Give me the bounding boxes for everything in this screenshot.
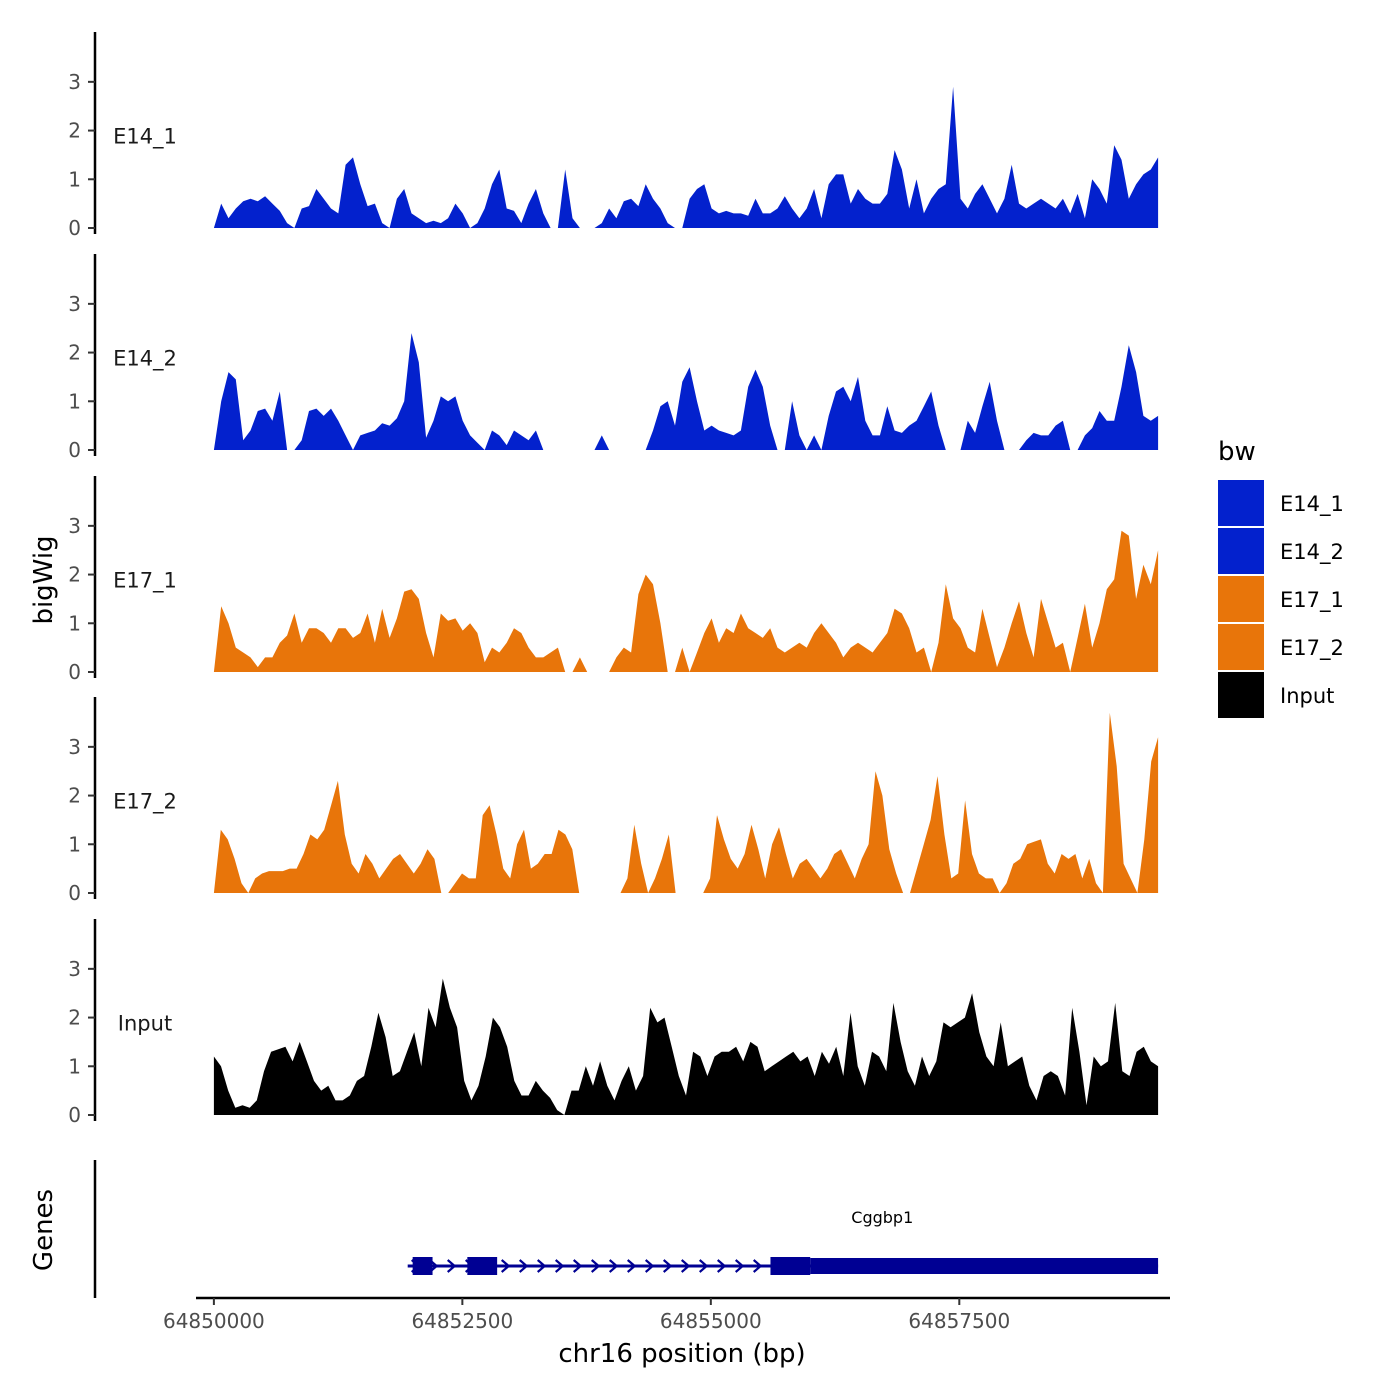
legend: bw E14_1 E14_2 E17_1 E17_2 Input xyxy=(1218,437,1344,718)
strand-chevron xyxy=(734,1259,745,1273)
track-label: E17_2 xyxy=(113,789,177,814)
y-tick-label: 1 xyxy=(68,167,81,191)
y-tick-label: 3 xyxy=(68,957,81,981)
track-label: E14_2 xyxy=(113,346,177,371)
signal-area-e14_2 xyxy=(213,333,1159,450)
strand-chevron xyxy=(680,1259,691,1273)
strand-chevron xyxy=(572,1259,583,1273)
signal-area-e17_1 xyxy=(213,530,1159,672)
signal-area-e14_1 xyxy=(213,86,1159,228)
legend-swatch xyxy=(1218,624,1264,670)
legend-swatch xyxy=(1218,576,1264,622)
strand-chevron xyxy=(518,1259,529,1273)
y-axis-title: bigWig xyxy=(29,535,59,624)
track-e17_2: 0 1 2 3 E17_2 xyxy=(68,697,1159,905)
gene-exon xyxy=(770,1257,811,1275)
track-input: 0 1 2 3 Input xyxy=(68,919,1159,1127)
track-e14_2: 0 1 2 3 E14_2 xyxy=(68,254,1159,462)
track-e14_1: 0 1 2 3 E14_1 xyxy=(68,32,1159,240)
strand-chevron xyxy=(608,1259,619,1273)
gene-exon xyxy=(467,1257,498,1275)
y-tick-label: 0 xyxy=(68,1103,81,1127)
y-tick-label: 0 xyxy=(68,216,81,240)
track-e17_1: 0 1 2 3 E17_1 xyxy=(68,476,1159,684)
x-tick-label: 64855000 xyxy=(660,1309,762,1333)
y-tick-label: 1 xyxy=(68,832,81,856)
legend-label: Input xyxy=(1280,684,1334,708)
gene-name-label: Cggbp1 xyxy=(851,1208,913,1227)
strand-chevron xyxy=(500,1259,511,1273)
y-tick-label: 2 xyxy=(68,784,81,808)
legend-label: E14_2 xyxy=(1280,540,1344,565)
signal-area-input xyxy=(213,978,1159,1115)
y-tick-label: 3 xyxy=(68,735,81,759)
x-axis: 64850000 64852500 64855000 64857500 xyxy=(163,1296,1170,1333)
gene-panel-title: Genes xyxy=(29,1189,59,1271)
strand-chevron xyxy=(698,1259,709,1273)
y-tick-label: 2 xyxy=(68,563,81,587)
gene-panel: Cggbp1 xyxy=(93,1160,1159,1298)
x-axis-title: chr16 position (bp) xyxy=(558,1339,805,1369)
strand-chevron xyxy=(446,1259,457,1273)
strand-chevron xyxy=(644,1259,655,1273)
y-tick-label: 1 xyxy=(68,611,81,635)
track-label: Input xyxy=(118,1011,172,1035)
y-tick-label: 3 xyxy=(68,514,81,538)
strand-chevron xyxy=(752,1259,763,1273)
legend-label: E17_1 xyxy=(1280,588,1344,613)
strand-chevron xyxy=(716,1259,727,1273)
x-tick-label: 64852500 xyxy=(411,1309,513,1333)
x-tick-label: 64850000 xyxy=(163,1309,265,1333)
gene-exon xyxy=(412,1257,433,1275)
legend-entry-input: Input xyxy=(1218,672,1334,718)
legend-entry-e14_1: E14_1 xyxy=(1218,480,1344,526)
track-label: E14_1 xyxy=(113,124,177,149)
y-tick-label: 2 xyxy=(68,341,81,365)
legend-swatch xyxy=(1218,480,1264,526)
signal-area-e17_2 xyxy=(213,712,1159,893)
y-tick-label: 0 xyxy=(68,881,81,905)
y-tick-label: 3 xyxy=(68,292,81,316)
gene-cggbp1: Cggbp1 xyxy=(407,1208,1159,1275)
y-tick-label: 2 xyxy=(68,1006,81,1030)
y-tick-label: 0 xyxy=(68,660,81,684)
legend-entry-e17_1: E17_1 xyxy=(1218,576,1344,622)
y-tick-label: 2 xyxy=(68,119,81,143)
legend-swatch xyxy=(1218,672,1264,718)
legend-entry-e17_2: E17_2 xyxy=(1218,624,1344,670)
y-tick-label: 0 xyxy=(68,438,81,462)
track-label: E17_1 xyxy=(113,568,177,593)
y-tick-label: 1 xyxy=(68,1054,81,1078)
legend-swatch xyxy=(1218,528,1264,574)
strand-chevron xyxy=(536,1259,547,1273)
y-tick-label: 1 xyxy=(68,389,81,413)
strand-chevron xyxy=(590,1259,601,1273)
legend-label: E14_1 xyxy=(1280,492,1344,517)
y-tick-label: 3 xyxy=(68,70,81,94)
strand-chevron xyxy=(626,1259,637,1273)
signal-tracks: 0 1 2 3 E14_1 0 1 2 3 E14_2 0 1 2 3 E17_1 0 1 2 3 E17_2 0 1 2 3… xyxy=(68,32,1159,1127)
legend-entry-e14_2: E14_2 xyxy=(1218,528,1344,574)
x-tick-label: 64857500 xyxy=(908,1309,1010,1333)
gene-utr xyxy=(810,1258,1159,1274)
strand-chevron xyxy=(662,1259,673,1273)
legend-label: E17_2 xyxy=(1280,636,1344,661)
strand-chevron xyxy=(554,1259,565,1273)
legend-title: bw xyxy=(1218,437,1256,467)
